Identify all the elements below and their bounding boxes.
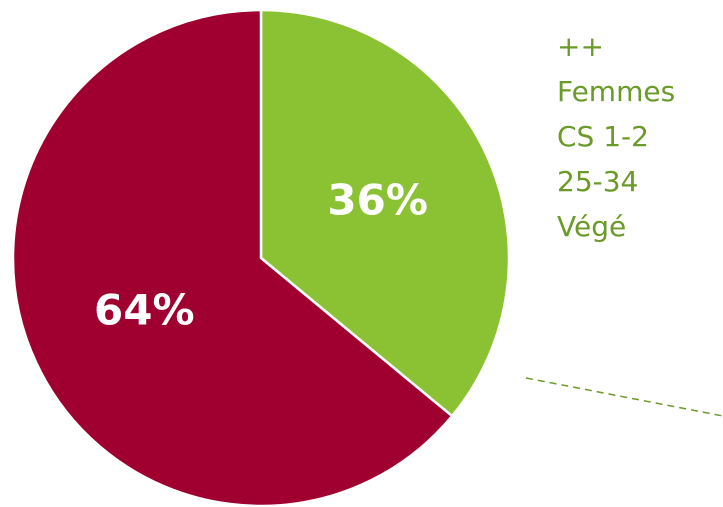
slice-label: 36% — [327, 176, 428, 225]
annotation-line: Végé — [557, 210, 626, 243]
dashed-connector — [525, 377, 723, 417]
annotation-line: Femmes — [557, 75, 675, 108]
slice-label: 64% — [94, 285, 195, 334]
pie-slice — [259, 8, 511, 418]
annotation-line: 25-34 — [557, 165, 638, 198]
pie-slice — [11, 8, 454, 507]
annotation-line: CS 1-2 — [557, 120, 649, 153]
annotation-line: ++ — [557, 30, 604, 63]
